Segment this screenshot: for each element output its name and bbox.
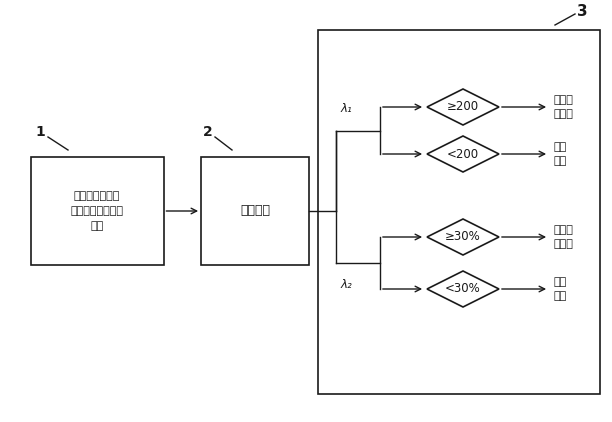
Text: ≥200: ≥200: [447, 100, 479, 114]
Text: ≥30%: ≥30%: [445, 230, 481, 243]
Text: 水煮前后直流电
压一泄漏电流特性
试验: 水煮前后直流电 压一泄漏电流特性 试验: [70, 191, 124, 231]
Text: 试验
通过: 试验 通过: [554, 277, 567, 301]
Bar: [318, 30, 600, 394]
Polygon shape: [427, 271, 499, 307]
Polygon shape: [427, 219, 499, 255]
Text: 3: 3: [577, 5, 588, 19]
Text: 试验
通过: 试验 通过: [554, 142, 567, 166]
Text: 存在界
面缺陷: 存在界 面缺陷: [554, 225, 574, 249]
Polygon shape: [427, 136, 499, 172]
Text: 1: 1: [35, 125, 45, 139]
Polygon shape: [427, 89, 499, 125]
Bar: [31, 157, 163, 265]
Text: λ₁: λ₁: [341, 102, 353, 115]
Text: 曲线拟合: 曲线拟合: [240, 205, 270, 217]
Text: <200: <200: [447, 148, 479, 160]
Text: 2: 2: [203, 125, 213, 139]
Text: <30%: <30%: [445, 282, 481, 295]
Text: λ₂: λ₂: [341, 279, 353, 292]
Text: 存在界
面缺陷: 存在界 面缺陷: [554, 95, 574, 119]
Bar: [201, 157, 309, 265]
